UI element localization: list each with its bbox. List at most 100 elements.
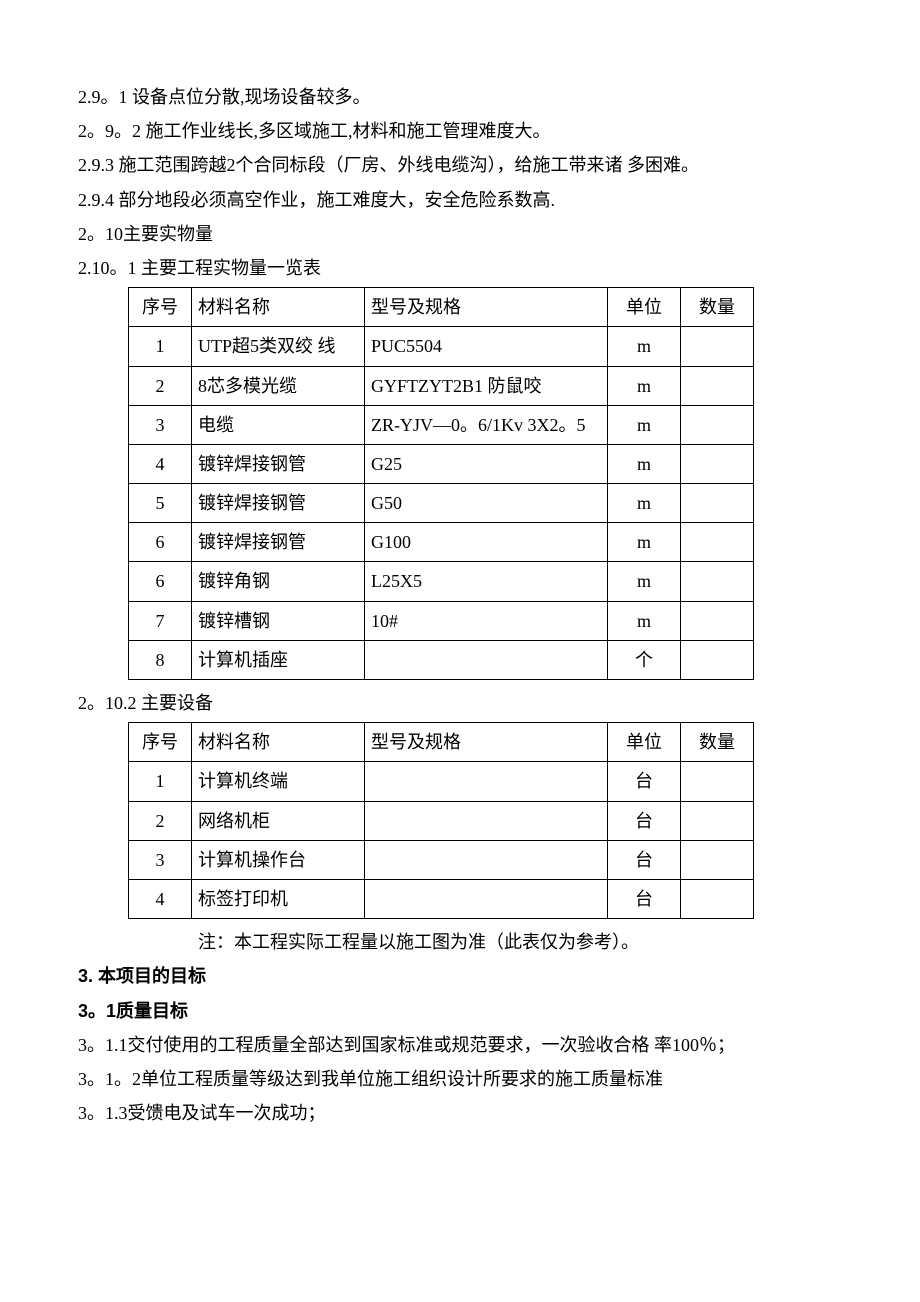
cell-spec: 10# <box>365 601 608 640</box>
cell-unit: m <box>608 366 681 405</box>
cell-unit: m <box>608 484 681 523</box>
paragraph: 2.10。1 主要工程实物量一览表 <box>78 251 842 285</box>
cell-unit: m <box>608 327 681 366</box>
paragraph: 3。1。2单位工程质量等级达到我单位施工组织设计所要求的施工质量标准 <box>78 1062 842 1096</box>
cell-unit: 个 <box>608 640 681 679</box>
header-name: 材料名称 <box>192 288 365 327</box>
table-row: 1 计算机终端 台 <box>129 762 754 801</box>
cell-seq: 1 <box>129 327 192 366</box>
cell-qty <box>681 405 754 444</box>
cell-name: 网络机柜 <box>192 801 365 840</box>
cell-spec: G100 <box>365 523 608 562</box>
cell-qty <box>681 640 754 679</box>
header-name: 材料名称 <box>192 723 365 762</box>
materials-table: 序号 材料名称 型号及规格 单位 数量 1 UTP超5类双绞 线 PUC5504… <box>128 287 754 680</box>
table-row: 2 8芯多模光缆 GYFTZYT2B1 防鼠咬 m <box>129 366 754 405</box>
cell-spec: L25X5 <box>365 562 608 601</box>
cell-qty <box>681 879 754 918</box>
cell-seq: 3 <box>129 840 192 879</box>
cell-name: 电缆 <box>192 405 365 444</box>
cell-name: UTP超5类双绞 线 <box>192 327 365 366</box>
section-heading: 3。1质量目标 <box>78 994 842 1028</box>
cell-qty <box>681 523 754 562</box>
cell-name: 镀锌槽钢 <box>192 601 365 640</box>
cell-seq: 1 <box>129 762 192 801</box>
cell-unit: m <box>608 444 681 483</box>
cell-seq: 2 <box>129 366 192 405</box>
cell-name: 计算机终端 <box>192 762 365 801</box>
cell-seq: 4 <box>129 879 192 918</box>
table-row: 4 标签打印机 台 <box>129 879 754 918</box>
cell-spec <box>365 840 608 879</box>
table-header-row: 序号 材料名称 型号及规格 单位 数量 <box>129 288 754 327</box>
cell-unit: 台 <box>608 801 681 840</box>
cell-spec: GYFTZYT2B1 防鼠咬 <box>365 366 608 405</box>
cell-seq: 5 <box>129 484 192 523</box>
paragraph: 3。1.3受馈电及试车一次成功； <box>78 1096 842 1130</box>
table-header-row: 序号 材料名称 型号及规格 单位 数量 <box>129 723 754 762</box>
table-row: 8 计算机插座 个 <box>129 640 754 679</box>
paragraph: 2。10主要实物量 <box>78 217 842 251</box>
cell-qty <box>681 762 754 801</box>
cell-qty <box>681 327 754 366</box>
cell-qty <box>681 801 754 840</box>
table-row: 4 镀锌焊接钢管 G25 m <box>129 444 754 483</box>
cell-seq: 7 <box>129 601 192 640</box>
header-seq: 序号 <box>129 723 192 762</box>
paragraph: 2.9.3 施工范围跨越2个合同标段（厂房、外线电缆沟），给施工带来诸 多困难。 <box>78 148 842 182</box>
cell-spec <box>365 879 608 918</box>
cell-spec <box>365 640 608 679</box>
cell-unit: 台 <box>608 840 681 879</box>
cell-unit: m <box>608 405 681 444</box>
cell-unit: m <box>608 523 681 562</box>
paragraph: 2.9.4 部分地段必须高空作业，施工难度大，安全危险系数高. <box>78 183 842 217</box>
header-spec: 型号及规格 <box>365 723 608 762</box>
paragraph: 2。10.2 主要设备 <box>78 686 842 720</box>
header-qty: 数量 <box>681 288 754 327</box>
cell-name: 计算机操作台 <box>192 840 365 879</box>
cell-seq: 2 <box>129 801 192 840</box>
cell-unit: 台 <box>608 762 681 801</box>
cell-seq: 4 <box>129 444 192 483</box>
cell-spec: PUC5504 <box>365 327 608 366</box>
cell-name: 镀锌焊接钢管 <box>192 484 365 523</box>
section-heading: 3. 本项目的目标 <box>78 959 842 993</box>
cell-seq: 6 <box>129 562 192 601</box>
table-row: 2 网络机柜 台 <box>129 801 754 840</box>
header-unit: 单位 <box>608 288 681 327</box>
cell-spec: G50 <box>365 484 608 523</box>
cell-spec: G25 <box>365 444 608 483</box>
cell-qty <box>681 366 754 405</box>
cell-seq: 6 <box>129 523 192 562</box>
cell-unit: m <box>608 601 681 640</box>
cell-seq: 8 <box>129 640 192 679</box>
cell-unit: m <box>608 562 681 601</box>
header-qty: 数量 <box>681 723 754 762</box>
header-spec: 型号及规格 <box>365 288 608 327</box>
paragraph: 2。9。2 施工作业线长,多区域施工,材料和施工管理难度大。 <box>78 114 842 148</box>
cell-name: 镀锌焊接钢管 <box>192 444 365 483</box>
paragraph: 2.9。1 设备点位分散,现场设备较多。 <box>78 80 842 114</box>
cell-unit: 台 <box>608 879 681 918</box>
paragraph: 3。1.1交付使用的工程质量全部达到国家标准或规范要求，一次验收合格 率100％… <box>78 1028 842 1062</box>
cell-name: 8芯多模光缆 <box>192 366 365 405</box>
cell-spec <box>365 801 608 840</box>
cell-name: 标签打印机 <box>192 879 365 918</box>
table-note: 注：本工程实际工程量以施工图为准（此表仅为参考）。 <box>78 925 842 959</box>
table-row: 6 镀锌角钢 L25X5 m <box>129 562 754 601</box>
header-seq: 序号 <box>129 288 192 327</box>
table-row: 3 电缆 ZR-YJV—0。6/1Kv 3X2。5 m <box>129 405 754 444</box>
cell-seq: 3 <box>129 405 192 444</box>
cell-qty <box>681 484 754 523</box>
table-row: 7 镀锌槽钢 10# m <box>129 601 754 640</box>
cell-qty <box>681 562 754 601</box>
equipment-table: 序号 材料名称 型号及规格 单位 数量 1 计算机终端 台 2 网络机柜 台 3… <box>128 722 754 919</box>
cell-spec: ZR-YJV—0。6/1Kv 3X2。5 <box>365 405 608 444</box>
cell-qty <box>681 840 754 879</box>
cell-spec <box>365 762 608 801</box>
table-row: 6 镀锌焊接钢管 G100 m <box>129 523 754 562</box>
header-unit: 单位 <box>608 723 681 762</box>
cell-name: 镀锌焊接钢管 <box>192 523 365 562</box>
table-row: 5 镀锌焊接钢管 G50 m <box>129 484 754 523</box>
cell-qty <box>681 601 754 640</box>
